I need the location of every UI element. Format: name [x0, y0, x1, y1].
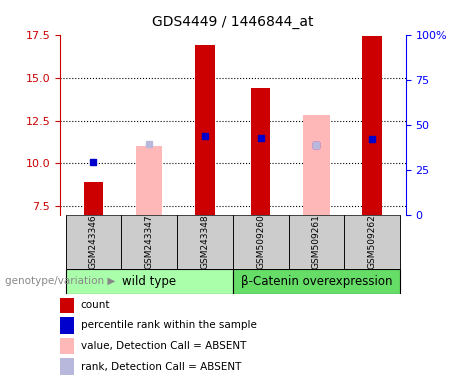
Text: percentile rank within the sample: percentile rank within the sample: [81, 320, 257, 330]
Text: genotype/variation ▶: genotype/variation ▶: [5, 276, 115, 286]
Text: GSM243348: GSM243348: [201, 215, 209, 269]
Bar: [251, 88, 271, 215]
Bar: [289, 215, 344, 269]
Bar: [65, 215, 121, 269]
Bar: [65, 269, 233, 294]
Bar: [303, 115, 330, 215]
Bar: [177, 215, 233, 269]
Bar: [233, 215, 289, 269]
Text: GSM509262: GSM509262: [368, 215, 377, 269]
Text: β-Catenin overexpression: β-Catenin overexpression: [241, 275, 392, 288]
Bar: [60, 338, 74, 354]
Text: GSM509260: GSM509260: [256, 215, 265, 269]
Bar: [195, 45, 215, 215]
Bar: [60, 358, 74, 375]
Text: GSM243346: GSM243346: [89, 215, 98, 269]
Bar: [362, 36, 382, 215]
Text: rank, Detection Call = ABSENT: rank, Detection Call = ABSENT: [81, 362, 241, 372]
Bar: [83, 182, 103, 215]
Bar: [233, 269, 400, 294]
Text: GSM509261: GSM509261: [312, 215, 321, 269]
Text: GSM243347: GSM243347: [145, 215, 154, 269]
Bar: [121, 215, 177, 269]
Bar: [136, 146, 162, 215]
Bar: [344, 215, 400, 269]
Text: value, Detection Call = ABSENT: value, Detection Call = ABSENT: [81, 341, 246, 351]
Text: count: count: [81, 300, 110, 310]
Bar: [60, 317, 74, 334]
Title: GDS4449 / 1446844_at: GDS4449 / 1446844_at: [152, 15, 313, 29]
Text: wild type: wild type: [122, 275, 176, 288]
Bar: [60, 296, 74, 313]
